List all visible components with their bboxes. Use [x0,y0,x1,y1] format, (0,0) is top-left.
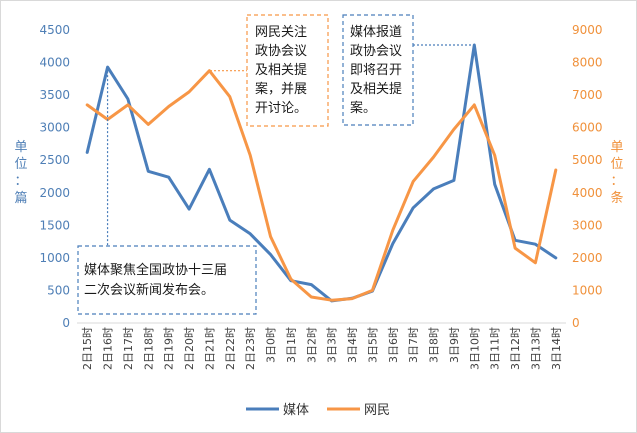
annotation-text: 二次会议新闻发布会。 [84,282,214,298]
x-tick-label: 3日12时 [509,327,522,370]
annotation-text: 媒体报道 [350,25,402,40]
left-axis-title-char: 位 [14,157,27,172]
right-axis-title-char: 位 [610,157,623,172]
x-tick-label: 2日20时 [183,327,196,370]
left-axis-title-char: ： [14,174,27,189]
left-tick-label: 4500 [39,23,70,37]
x-tick-label: 3日10时 [468,327,481,370]
series-layer [85,43,558,303]
annotation-text: 政协会议 [255,44,307,59]
annotations: 媒体聚焦全国政协十三届二次会议新闻发布会。网民关注政协会议及相关提案，并展开讨论… [77,14,414,315]
left-tick-label: 3000 [39,121,70,135]
left-axis-title: 单位 ： 篇 [14,140,27,206]
x-tick-label: 2日21时 [203,327,216,370]
x-tick-label: 3日4时 [346,327,359,363]
annotation-box [342,14,414,126]
x-tick-label: 2日17时 [122,327,135,370]
right-tick-label: 9000 [572,23,603,37]
x-tick-label: 3日11时 [489,327,502,370]
x-tick-label: 3日6时 [387,327,400,363]
left-axis: 0 500 1000 1500 2000 2500 3000 3500 4000 4500 单位 ： 篇 [14,23,70,330]
annotation-leaders [106,44,475,246]
x-axis: 2日15时 2日16时 2日17时 2日18时 2日19时 2日20时 2日21时 2日22时… [77,322,566,370]
annotation-text: 及相关提 [255,62,307,78]
x-tick-label: 3日0时 [265,327,278,363]
x-tick-label: 2日23时 [244,327,257,370]
legend-label-media: 媒体 [283,403,309,418]
left-tick-label: 4000 [39,56,70,70]
x-tick-label: 2日16时 [102,327,115,370]
right-tick-label: 6000 [572,121,603,135]
right-tick-label: 5000 [572,153,603,167]
legend-label-netizen: 网民 [364,403,390,418]
left-tick-label: 2000 [39,186,70,200]
annotation-text: 即将召开 [350,63,402,78]
x-tick-label: 3日3时 [326,327,339,363]
right-tick-label: 0 [572,316,580,330]
legend: 媒体 网民 [246,403,390,418]
right-axis-title-char: 条 [610,190,623,206]
x-tick-label: 3日1时 [285,327,298,363]
left-tick-label: 500 [47,283,70,297]
right-tick-label: 8000 [572,56,603,70]
annotation-box [246,14,329,127]
annotation-box [77,245,257,315]
x-tick-label: 2日15时 [81,327,94,370]
annotation-text: 媒体聚焦全国政协十三届 [84,262,227,278]
right-tick-label: 3000 [572,218,603,232]
right-axis-title-char: ： [610,174,623,189]
left-axis-title-char: 单 [14,140,27,155]
x-tick-label: 2日22时 [224,327,237,370]
annotation-text: 案，并展 [255,82,307,97]
right-axis: 0 1000 2000 3000 4000 5000 6000 7000 8000 9000 单位 ：… [572,23,624,330]
x-tick-label: 2日19时 [163,327,176,370]
right-tick-label: 4000 [572,186,603,200]
annotation-text: 开讨论。 [255,101,307,116]
x-tick-label: 3日5时 [366,327,379,363]
right-tick-label: 2000 [572,251,603,265]
annotation-text: 政协会议 [350,44,402,59]
x-tick-label: 3日9时 [448,327,461,363]
annotation-text: 网民关注 [255,25,307,40]
x-tick-label: 2日18时 [142,327,155,370]
left-tick-label: 0 [62,316,70,330]
x-tick-label: 3日2时 [305,327,318,363]
series-line-media [85,43,558,303]
right-axis-title: 单位 ：条 [610,140,623,206]
x-tick-label: 3日7时 [407,327,420,363]
annotation-text: 及相关提 [350,81,402,97]
left-tick-label: 1500 [39,218,70,232]
x-tick-label: 3日13时 [529,327,542,370]
x-tick-label: 3日14时 [550,327,563,370]
right-tick-label: 7000 [572,88,603,102]
annotation-text: 案。 [350,101,376,116]
left-tick-label: 2500 [39,153,70,167]
left-axis-title-char: 篇 [14,191,27,206]
series-line-netizen [85,69,558,302]
left-tick-label: 3500 [39,88,70,102]
left-tick-label: 1000 [39,251,70,265]
right-tick-label: 1000 [572,283,603,297]
x-tick-label: 3日8时 [428,327,441,363]
right-axis-title-char: 单 [610,140,623,155]
